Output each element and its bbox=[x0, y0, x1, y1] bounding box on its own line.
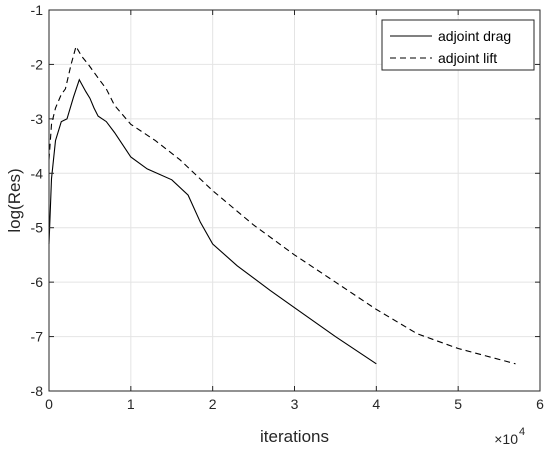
x-tick-label: 0 bbox=[45, 396, 53, 412]
x-tick-label: 5 bbox=[454, 396, 462, 412]
series-line-adjoint-lift bbox=[48, 45, 516, 365]
x-tick-label: 3 bbox=[291, 396, 299, 412]
x-tick-label: 2 bbox=[209, 396, 217, 412]
y-tick-label: -1 bbox=[31, 2, 44, 18]
legend-box bbox=[381, 19, 535, 71]
x-axis-title: iterations bbox=[260, 427, 329, 446]
series-line-adjoint-drag bbox=[48, 78, 377, 365]
x-exponent-power: 4 bbox=[519, 426, 525, 438]
y-tick-label: -5 bbox=[31, 220, 44, 236]
y-tick-label: -2 bbox=[31, 56, 44, 72]
y-tick-label: -7 bbox=[31, 329, 44, 345]
y-tick-label: -8 bbox=[31, 383, 44, 399]
x-tick-label: 4 bbox=[372, 396, 380, 412]
y-tick-label: -6 bbox=[31, 274, 44, 290]
x-tick-label: 1 bbox=[127, 396, 135, 412]
legend-label-adjoint-drag: adjoint drag bbox=[438, 28, 511, 44]
x-exponent-label: ×10 bbox=[494, 431, 518, 447]
y-tick-label: -3 bbox=[31, 111, 44, 127]
legend-label-adjoint-lift: adjoint lift bbox=[438, 50, 497, 66]
series-layer bbox=[48, 45, 516, 365]
y-tick-label: -4 bbox=[31, 165, 44, 181]
ticks: 0 1 2 3 4 5 6 -8 -7 -6 -5 -4 -3 -2 -1 bbox=[31, 2, 545, 412]
y-axis-title: log(Res) bbox=[5, 168, 24, 232]
legend: adjoint drag adjoint lift bbox=[381, 19, 535, 71]
x-tick-label: 6 bbox=[536, 396, 544, 412]
